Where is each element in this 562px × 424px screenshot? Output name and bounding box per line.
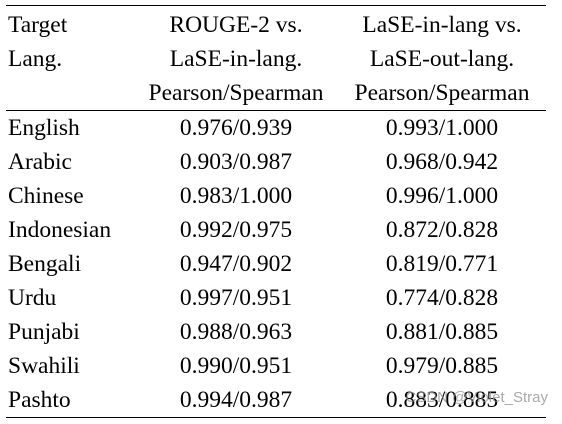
language-cell: Indonesian (8, 217, 112, 243)
rouge-vs-lase-cell: 0.990/0.951 (179, 353, 293, 379)
table-row: Swahili 0.990/0.951 0.979/0.885 (6, 349, 546, 383)
rouge-vs-lase-cell: 0.988/0.963 (179, 319, 293, 345)
rouge-vs-lase-cell: 0.983/1.000 (179, 183, 293, 209)
header-pearson-spearman: Pearson/Spearman (134, 76, 338, 111)
rouge-vs-lase-cell: 0.976/0.939 (179, 115, 293, 141)
header-row: Lang. LaSE-in-lang. LaSE-out-lang. (6, 42, 546, 76)
lase-in-vs-out-cell: 0.993/1.000 (385, 115, 499, 141)
language-cell: Chinese (8, 183, 84, 209)
language-cell: Pashto (6, 383, 134, 418)
rouge-vs-lase-cell: 0.947/0.902 (179, 251, 293, 277)
language-cell: Swahili (8, 353, 80, 379)
table-row: Indonesian 0.992/0.975 0.872/0.828 (6, 213, 546, 247)
lase-in-vs-out-cell: 0.996/1.000 (385, 183, 499, 209)
rouge-vs-lase-cell: 0.992/0.975 (179, 217, 293, 243)
language-cell: Punjabi (8, 319, 80, 345)
watermark: CSDN @Violet_Stray (405, 389, 549, 406)
lase-in-vs-out-cell: 0.872/0.828 (385, 217, 499, 243)
correlation-table: Target ROUGE-2 vs. LaSE-in-lang vs. Lang… (6, 5, 546, 418)
language-cell: Urdu (8, 285, 57, 311)
header-row: Pearson/Spearman Pearson/Spearman (6, 76, 546, 111)
lase-in-vs-out-cell: 0.819/0.771 (385, 251, 499, 277)
lase-in-vs-out-cell: 0.968/0.942 (385, 149, 499, 175)
header-lase-out-lang: LaSE-out-lang. (369, 46, 515, 72)
lase-in-vs-out-cell: 0.774/0.828 (385, 285, 499, 311)
rouge-vs-lase-cell: 0.997/0.951 (179, 285, 293, 311)
table-row: Arabic 0.903/0.987 0.968/0.942 (6, 145, 546, 179)
lase-in-vs-out-cell: 0.881/0.885 (385, 319, 499, 345)
language-cell: English (8, 115, 80, 141)
table-row: English 0.976/0.939 0.993/1.000 (6, 111, 546, 146)
header-lang: Lang. (8, 46, 63, 72)
header-pearson-spearman: Pearson/Spearman (338, 76, 546, 111)
header-row: Target ROUGE-2 vs. LaSE-in-lang vs. (6, 5, 546, 42)
table-row: Pashto 0.994/0.987 0.883/0.885 (6, 383, 546, 418)
table-row: Bengali 0.947/0.902 0.819/0.771 (6, 247, 546, 281)
lase-in-vs-out-cell: 0.883/0.885 (338, 383, 546, 418)
language-cell: Bengali (8, 251, 82, 277)
table-row: Urdu 0.997/0.951 0.774/0.828 (6, 281, 546, 315)
header-empty (6, 76, 134, 111)
table-row: Punjabi 0.988/0.963 0.881/0.885 (6, 315, 546, 349)
table-header: Target ROUGE-2 vs. LaSE-in-lang vs. Lang… (6, 5, 546, 111)
header-lase-in-vs-out: LaSE-in-lang vs. (338, 5, 546, 42)
language-cell: Arabic (8, 149, 72, 175)
table-body: English 0.976/0.939 0.993/1.000 Arabic 0… (6, 111, 546, 418)
lase-in-vs-out-cell: 0.979/0.885 (385, 353, 499, 379)
table-row: Chinese 0.983/1.000 0.996/1.000 (6, 179, 546, 213)
header-target: Target (6, 5, 134, 42)
header-lase-in-lang: LaSE-in-lang. (169, 46, 303, 72)
rouge-vs-lase-cell: 0.903/0.987 (179, 149, 293, 175)
rouge-vs-lase-cell: 0.994/0.987 (134, 383, 338, 418)
header-rouge-vs-lase: ROUGE-2 vs. (134, 5, 338, 42)
